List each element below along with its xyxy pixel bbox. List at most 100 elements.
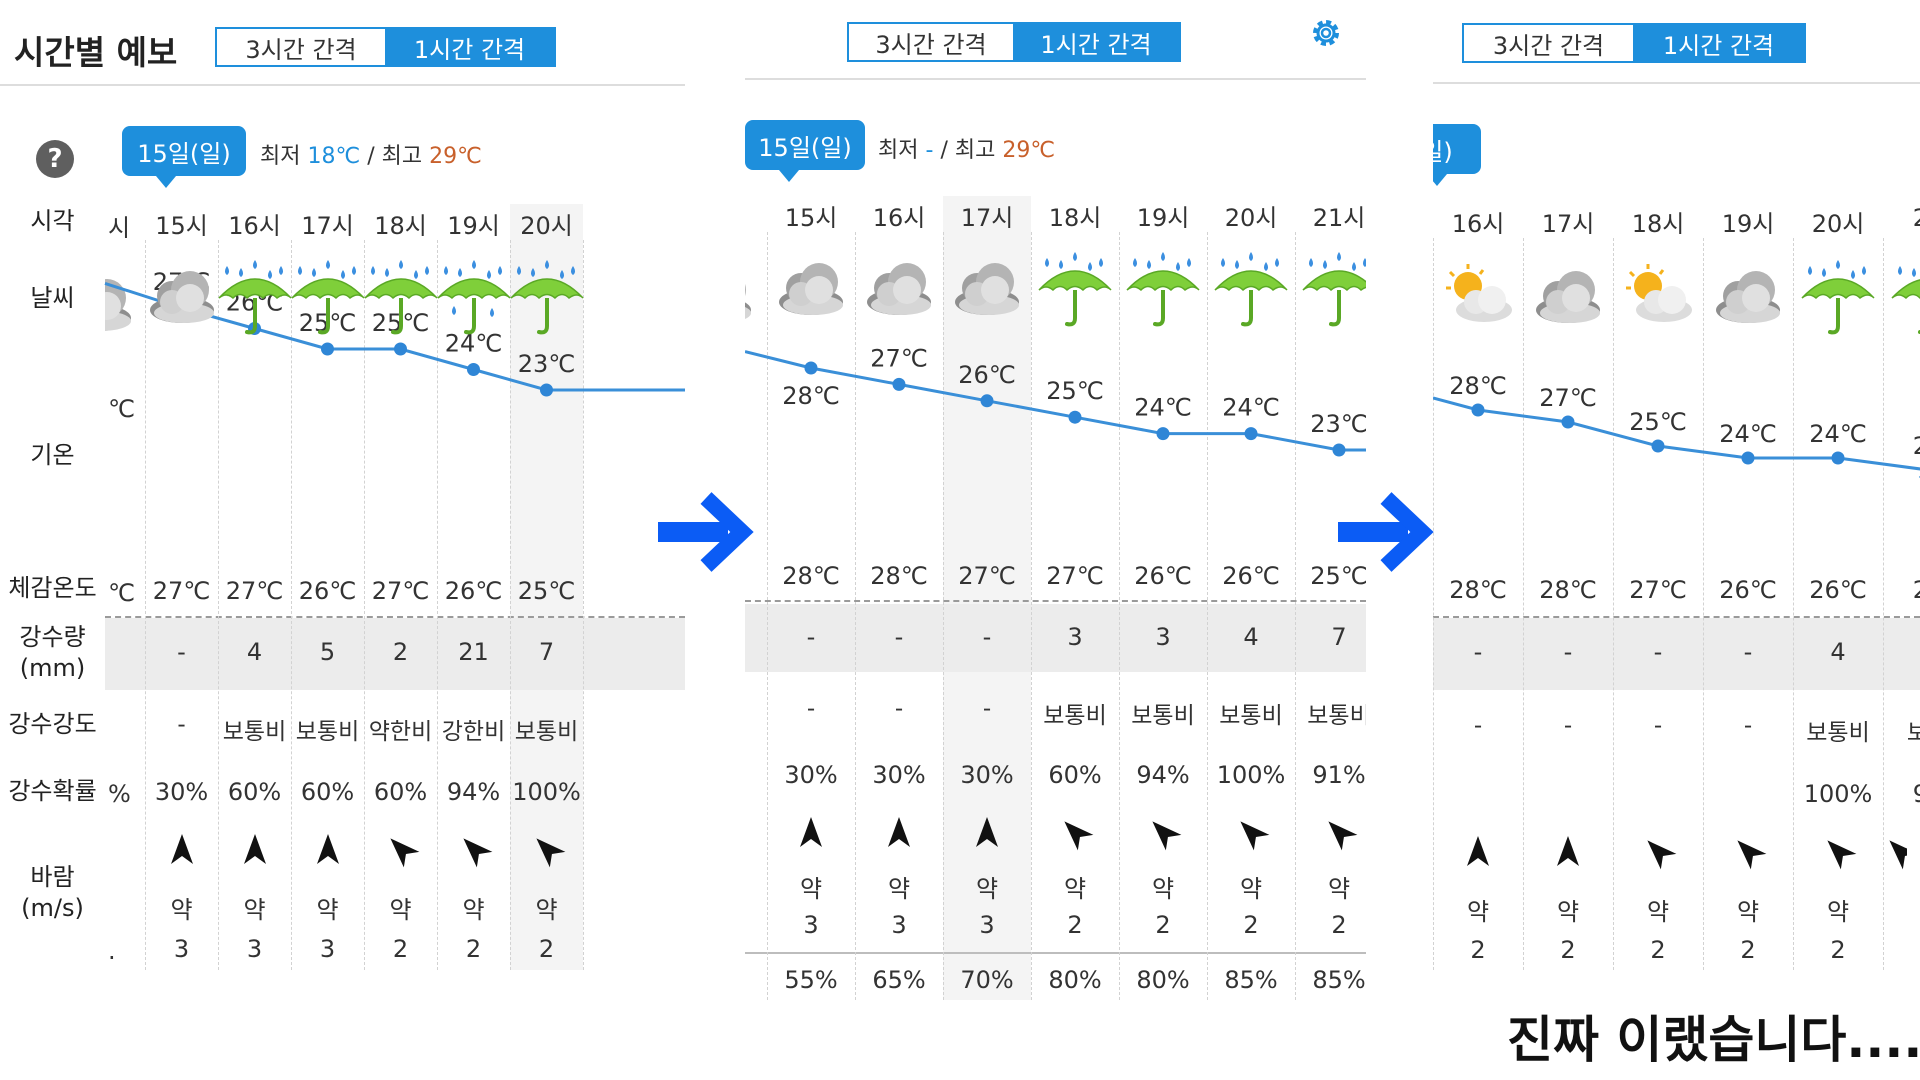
tab-1-hour[interactable]: 1시간 간격 — [1633, 25, 1804, 61]
wind-strength-word: 약 — [535, 896, 558, 924]
precip-intensity-value: - — [1563, 713, 1573, 739]
temperature-line-chart: 28℃ 27℃ 25℃ 24℃ 24℃ 23 — [1433, 372, 1920, 478]
time-label: 19시 — [1721, 210, 1775, 238]
wind-direction-icon — [1735, 834, 1767, 872]
cloudy-icon — [947, 250, 1027, 324]
wind-speed-value: 2 — [1830, 936, 1846, 964]
precip-intensity-value: - — [806, 696, 816, 722]
precip-probability-value: 30% — [960, 761, 1014, 789]
temperature-line — [1433, 396, 1920, 478]
wind-direction-icon — [1150, 815, 1182, 853]
feels-like-value: 25℃ — [517, 577, 576, 605]
current-hour-highlight — [943, 196, 1031, 1000]
feels-like-value: 27℃ — [1629, 576, 1687, 604]
temperature-label: 23℃ — [1310, 410, 1366, 438]
time-label: 18시 — [1048, 204, 1102, 232]
gear-icon[interactable] — [1307, 14, 1345, 61]
tab-3-hour[interactable]: 3시간 간격 — [1464, 25, 1634, 61]
column-separator — [364, 240, 365, 970]
temperature-label: 25℃ — [1629, 408, 1687, 436]
feels-like-value: 26℃ — [1719, 576, 1777, 604]
feels-like-value: 27℃ — [958, 562, 1016, 590]
wind-strength-word: 약 — [1736, 898, 1760, 926]
hour-column: 18시 27℃ 3 보통비 60% 약 2 80% — [1031, 0, 1119, 1000]
time-label: 18시 — [374, 212, 427, 240]
precip-probability-value: 60% — [1048, 761, 1102, 789]
time-label: 20시 — [1224, 204, 1278, 232]
wind-strength-word: 약 — [1063, 875, 1087, 903]
tab-3-hour[interactable]: 3시간 간격 — [217, 29, 385, 65]
wind-unit-label: (m/s) — [21, 894, 84, 922]
wind-speed-value: 2 — [1560, 936, 1576, 964]
tab-3-hour[interactable]: 3시간 간격 — [849, 24, 1014, 60]
precip-amount-value: 3 — [1067, 623, 1083, 651]
precip-amount-value: - — [177, 638, 186, 666]
wind-strength-word: 약 — [975, 875, 999, 903]
feels-like-value: 28℃ — [1449, 576, 1507, 604]
precip-intensity-value: 보통비 — [1806, 720, 1870, 746]
wind-strength-word: 약 — [462, 896, 485, 924]
time-label: 19시 — [447, 212, 500, 240]
time-label: 15시 — [155, 212, 208, 240]
time-label: 19시 — [1136, 204, 1190, 232]
wind-strength-word: 약 — [887, 875, 911, 903]
time-label: 21시 — [1312, 204, 1366, 232]
tab-1-hour[interactable]: 1시간 간격 — [385, 29, 554, 65]
temperature-label: 23 — [1913, 432, 1920, 460]
precip-intensity-value: 보통비 — [1043, 703, 1107, 729]
cloudy-icon — [771, 250, 851, 324]
temperature-point — [1244, 427, 1258, 441]
temperature-point — [1156, 427, 1170, 441]
hour-column: 21 25 보통 91 — [1883, 0, 1920, 1000]
right-arrow-icon — [658, 492, 754, 572]
wind-speed-value: 2 — [1155, 911, 1171, 939]
wind-strength-word: 약 — [389, 896, 412, 924]
temperature-point — [394, 342, 407, 356]
feels-like-value: 26℃ — [444, 577, 503, 605]
precip-amount-row-label: 강수량 (mm) — [0, 622, 105, 684]
time-label: 16시 — [872, 204, 926, 232]
precip-intensity-value: 강한비 — [441, 719, 506, 745]
cloudy-icon — [1708, 258, 1788, 332]
precip-amount-value: - — [894, 623, 904, 651]
temperature-label: 25℃ — [1046, 377, 1104, 405]
hour-column: 16시 28℃ - - 약 2 — [1433, 0, 1523, 1000]
wind-strength-word: 약 — [1556, 898, 1580, 926]
panel-header: 3시간 간격 1시간 간격 — [1433, 0, 1920, 84]
forecast-panel-1: 시간별 예보 3시간 간격 1시간 간격 ? 15일(일) 최저 18℃ / 최… — [0, 0, 685, 1000]
wind-direction-icon — [315, 832, 341, 870]
wind-speed-value: 2 — [1470, 936, 1486, 964]
max-label: 최고 — [381, 144, 423, 169]
precip-intensity-value: - — [1743, 713, 1753, 739]
feels-like-value: 25 — [1883, 576, 1920, 604]
wind-speed-value: 3 — [891, 911, 907, 939]
wind-direction-icon — [798, 815, 824, 853]
precip-amount-value: 2 — [392, 638, 409, 666]
time-label: 16시 — [228, 212, 281, 240]
feels-like-value: 26℃ — [1809, 576, 1867, 604]
hour-column: 20시 25℃ 7 보통비 100% 약 2 — [509, 0, 584, 1000]
precip-amount-value: - — [806, 623, 816, 651]
heavy-rain-umbrella-icon — [434, 258, 514, 342]
cloudy-icon — [142, 258, 222, 332]
column-separator — [1613, 238, 1614, 970]
edge-prob: % — [108, 780, 131, 808]
wind-direction-icon — [169, 832, 195, 870]
precip-probability-value: 30% — [154, 778, 209, 806]
precip-amount-value: - — [1473, 638, 1483, 666]
feels-like-value: 27℃ — [152, 577, 211, 605]
temperature-point — [540, 383, 553, 397]
temperature-label: 27℃ — [1539, 384, 1597, 412]
help-icon[interactable]: ? — [36, 140, 74, 178]
wind-direction-icon — [886, 815, 912, 853]
min-label: 최저 — [878, 138, 919, 163]
temperature-point — [1741, 451, 1755, 465]
tab-1-hour[interactable]: 1시간 간격 — [1013, 24, 1179, 60]
edge-time: 시 — [108, 214, 131, 242]
wind-label: 바람 — [30, 863, 75, 891]
hour-column: 18시 27℃ - - 약 2 — [1613, 0, 1703, 1000]
rain-umbrella-icon — [1035, 250, 1115, 334]
wind-strength-word: 약 — [799, 875, 823, 903]
slash: / — [940, 138, 948, 163]
precip-amount-value: - — [982, 623, 992, 651]
